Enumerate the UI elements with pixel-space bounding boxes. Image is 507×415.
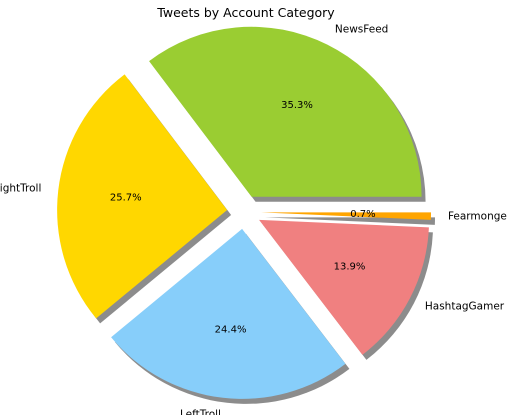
slice-label-fearmonger: Fearmonger — [448, 210, 507, 222]
slice-percent-fearmonger: 0.7% — [350, 209, 375, 220]
slice-percent-hashtaggamer: 13.9% — [334, 262, 366, 273]
slice-labels: NewsFeed 35.3% RightTroll 25.7% LeftTroll 24.… — [0, 23, 507, 415]
slice-label-newsfeed: NewsFeed — [335, 23, 388, 35]
pie-slice-newsfeed — [149, 26, 422, 197]
slice-percent-lefttroll: 24.4% — [215, 325, 247, 336]
pie-slice-righttroll — [57, 74, 228, 319]
slice-percent-newsfeed: 35.3% — [281, 100, 313, 111]
slice-label-lefttroll: LeftTroll — [180, 409, 221, 415]
slice-label-hashtaggamer: HashtagGamer — [425, 300, 505, 312]
pie-slices — [57, 26, 431, 399]
slice-percent-righttroll: 25.7% — [110, 193, 142, 204]
slice-shadow-fearmonger — [264, 217, 435, 225]
pie-slice-lefttroll — [111, 228, 346, 399]
pie-slice-hashtaggamer — [259, 219, 429, 355]
chart-title: Tweets by Account Category — [156, 5, 335, 20]
slice-label-righttroll: RightTroll — [0, 182, 41, 194]
pie-slice-fearmonger — [260, 212, 431, 220]
